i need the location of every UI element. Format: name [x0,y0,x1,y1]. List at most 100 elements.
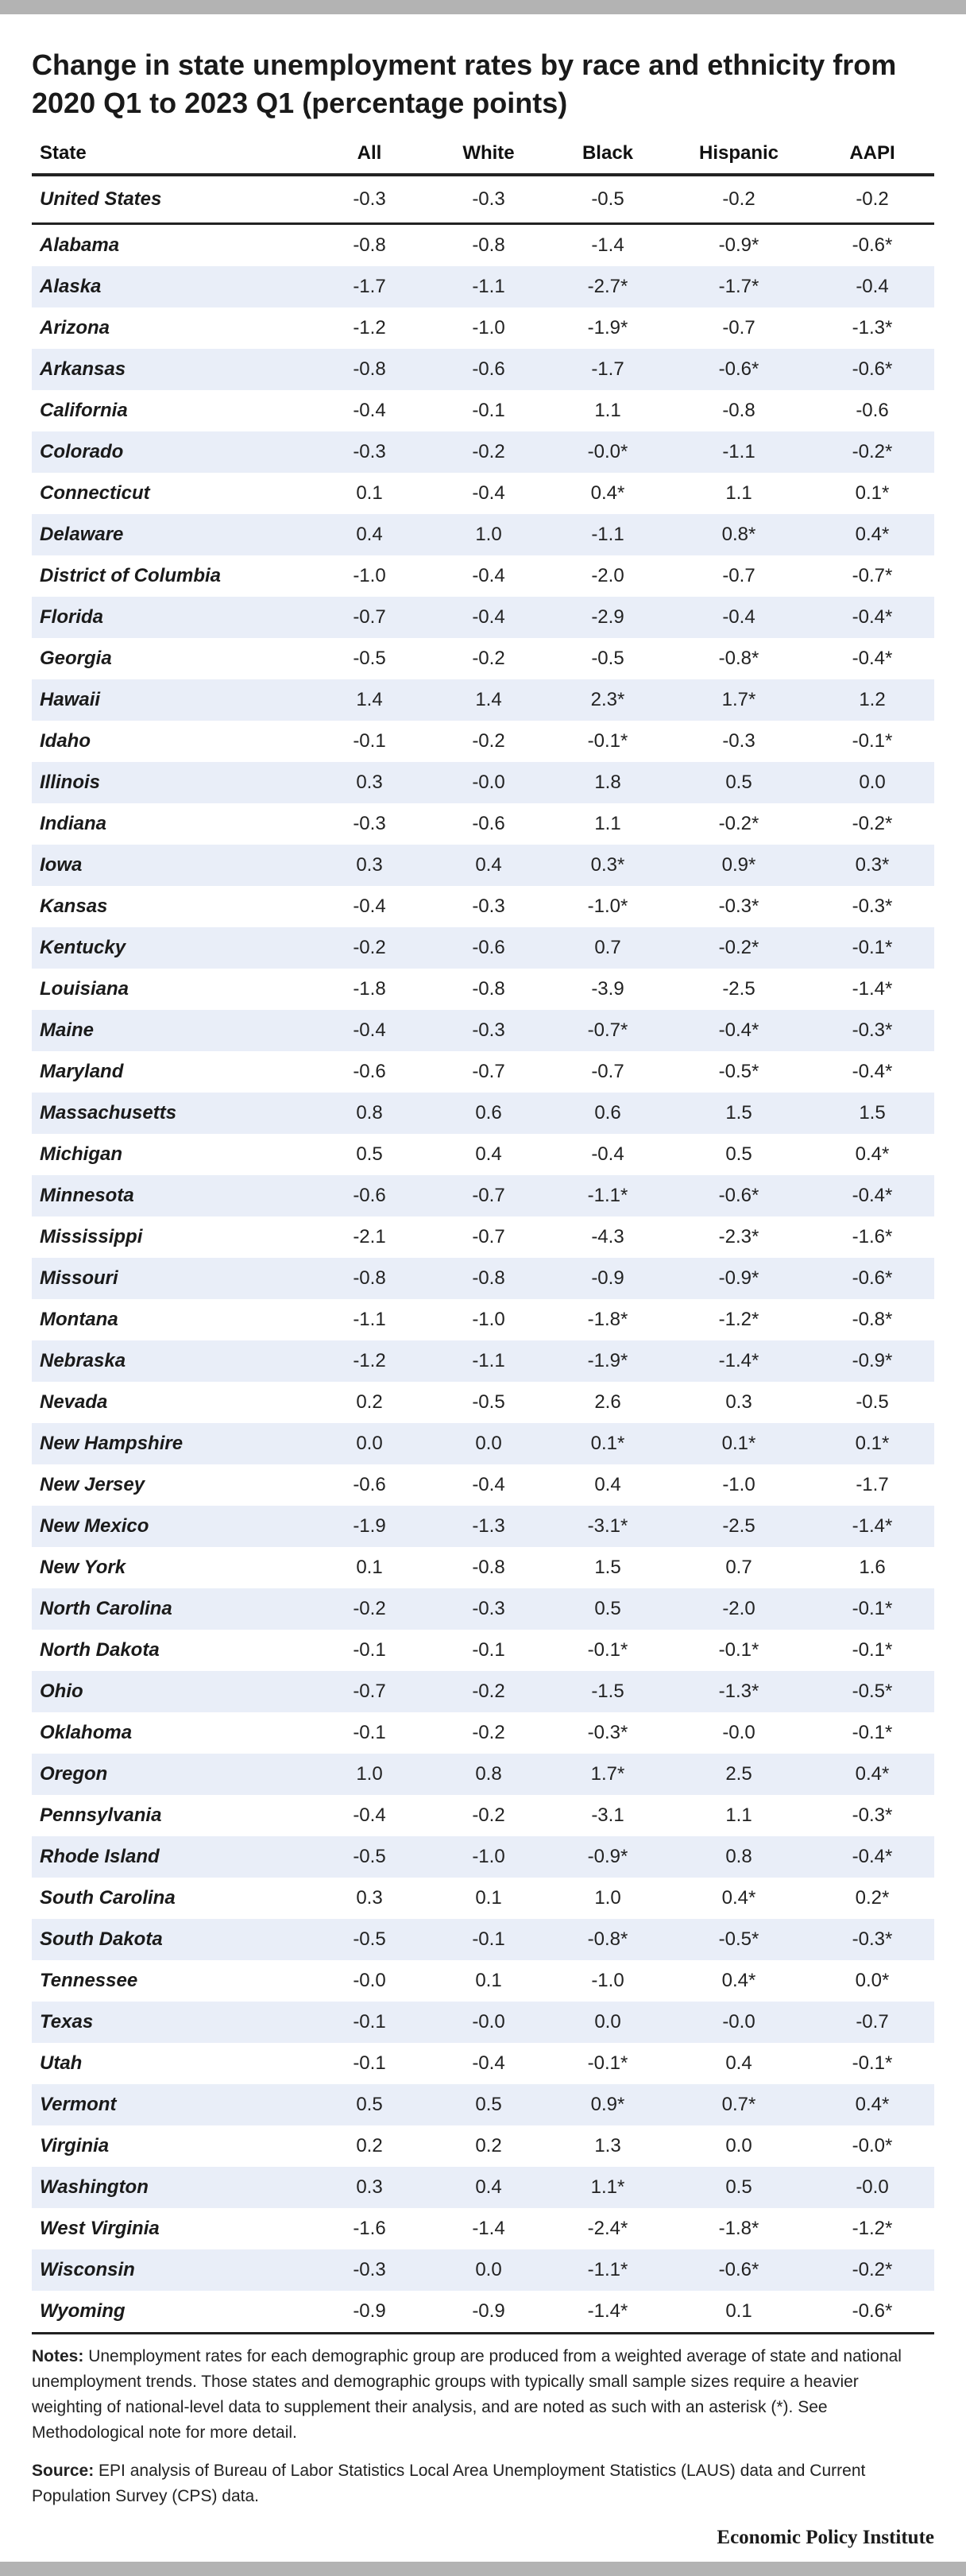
cell-aapi: -0.2* [810,431,934,473]
cell-aapi: -0.1* [810,927,934,969]
cell-hispanic: -1.0 [722,1474,755,1495]
cell-all: -0.6 [310,1175,429,1216]
table-row: North Carolina -0.2 -0.3 0.5 -2.0 -0.1* [32,1588,934,1630]
cell-black: -0.9 [548,1258,667,1299]
cell-hispanic: -2.0 [667,1588,810,1630]
cell-aapi: -0.4* [810,597,934,638]
cell-all: 0.5 [356,1143,383,1165]
cell-aapi: -0.2* [810,2249,934,2291]
cell-aapi: -0.4 [810,266,934,307]
cell-white: -0.8 [472,234,505,256]
cell-hispanic: -0.1* [718,1639,759,1661]
table-row: Washington 0.3 0.4 1.1* 0.5 -0.0 [32,2167,934,2208]
cell-hispanic: 0.3 [725,1391,752,1413]
cell-hispanic: 0.7 [725,1557,752,1578]
cell-black: 0.1* [548,1423,667,1464]
column-header-hispanic: Hispanic [667,133,810,176]
cell-aapi: -0.3* [810,1919,934,1960]
cell-black: 1.5 [594,1557,621,1578]
cell-white: -0.4 [472,482,505,504]
notes: Notes: Unemployment rates for each demog… [32,2344,929,2446]
cell-all: -0.8 [310,349,429,390]
cell-state: Maryland [40,1061,124,1082]
cell-white: -0.7 [472,1061,505,1082]
cell-black: 1.7* [548,1754,667,1795]
cell-black: 0.4 [594,1474,621,1495]
cell-all: -0.4 [310,1010,429,1051]
cell-white: 0.8 [429,1754,548,1795]
cell-white: -0.4 [429,597,548,638]
cell-all: -0.5 [353,648,386,669]
cell-aapi: -0.3* [852,895,893,917]
cell-black: -1.5 [548,1671,667,1712]
cell-black: 0.4* [590,482,625,504]
cell-aapi: -0.7* [852,565,893,586]
cell-hispanic: 1.1 [725,1804,752,1826]
column-header-white: White [429,133,548,176]
table-row: Massachusetts 0.8 0.6 0.6 1.5 1.5 [32,1093,934,1134]
cell-all: -0.6 [353,1061,386,1082]
cell-black: -0.9* [548,1836,667,1878]
cell-all: -0.3 [310,431,429,473]
chart-title: Change in state unemployment rates by ra… [32,48,897,119]
cell-hispanic: 1.7* [667,679,810,721]
table-row: Louisiana -1.8 -0.8 -3.9 -2.5 -1.4* [32,969,934,1010]
cell-aapi: -0.1* [852,1639,893,1661]
cell-all: -0.1 [353,730,386,752]
source: Source: EPI analysis of Bureau of Labor … [32,2458,929,2509]
cell-white: 0.4 [475,1143,502,1165]
brand-logo-text: Economic Policy Institute [717,2527,934,2548]
cell-aapi: -0.6* [852,234,893,256]
cell-white: -0.1 [472,400,505,421]
cell-state: Maine [32,1010,310,1051]
cell-black: 2.6 [594,1391,621,1413]
table-row: District of Columbia -1.0 -0.4 -2.0 -0.7 -0.7… [32,555,934,597]
cell-state: Colorado [32,431,310,473]
cell-aapi: 0.3* [810,845,934,886]
cell-aapi: 1.2 [810,679,934,721]
cell-black: -0.5 [591,648,624,669]
table-row: Hawaii 1.4 1.4 2.3* 1.7* 1.2 [32,679,934,721]
cell-black: -1.4 [591,234,624,256]
cell-white: -1.4 [472,2218,505,2239]
cell-all: -0.5 [310,1919,429,1960]
cell-black: -1.7 [548,349,667,390]
cell-hispanic: -0.0 [722,1722,755,1743]
cell-black: -3.1* [548,1506,667,1547]
cell-white: -1.3 [429,1506,548,1547]
cell-black: 1.3 [594,2135,621,2156]
cell-hispanic: -0.5* [667,1919,810,1960]
table-row-national: United States -0.3 -0.3 -0.5 -0.2 -0.2 [32,175,934,225]
cell-white: -0.2 [472,648,505,669]
table-row: Alaska -1.7 -1.1 -2.7* -1.7* -0.4 [32,266,934,307]
cell-state: Nevada [40,1391,108,1413]
cell-white: -0.4 [472,1474,505,1495]
cell-black: -0.0* [548,431,667,473]
cell-black: -0.3* [587,1722,628,1743]
cell-all: -0.2 [310,927,429,969]
cell-hispanic: -0.9* [718,234,759,256]
cell-all: 0.3 [356,1887,383,1909]
cell-all: -0.7 [310,597,429,638]
cell-all: -0.3 [310,2249,429,2291]
cell-black: -2.0 [591,565,624,586]
cell-black: 0.9* [548,2084,667,2125]
cell-state: Kansas [40,895,108,917]
table-row: New Jersey -0.6 -0.4 0.4 -1.0 -1.7 [32,1464,934,1506]
cell-white: 0.0 [429,2249,548,2291]
cell-hispanic: -2.5 [722,978,755,1000]
cell-aapi: -0.6* [810,1258,934,1299]
table-row: Indiana -0.3 -0.6 1.1 -0.2* -0.2* [32,803,934,845]
cell-all: -2.1 [353,1226,386,1247]
cell-hispanic: 0.5 [725,1143,752,1165]
cell-white: -0.0 [429,762,548,803]
cell-black: -1.0* [587,895,628,917]
cell-state: Wisconsin [32,2249,310,2291]
table-row: Montana -1.1 -1.0 -1.8* -1.2* -0.8* [32,1299,934,1340]
cell-state: West Virginia [40,2218,160,2239]
cell-white: -1.1 [429,266,548,307]
cell-hispanic: 0.4* [721,1887,756,1909]
cell-black: -0.5 [548,175,667,225]
cell-state: Hawaii [32,679,310,721]
cell-state: Georgia [40,648,112,669]
